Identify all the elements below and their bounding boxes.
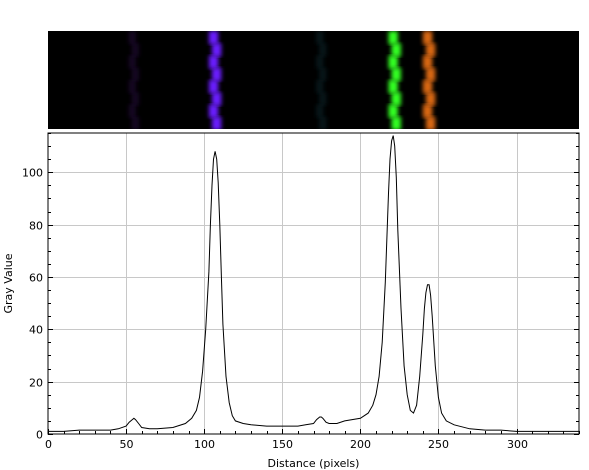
x-tick-label: 0 [45, 438, 52, 451]
y-tick-label: 100 [22, 167, 43, 180]
y-tick-label: 40 [29, 324, 43, 337]
spectrum-band [211, 43, 222, 57]
spectrum-band [316, 55, 324, 69]
spectrum-band [128, 55, 137, 69]
x-tick-label: 250 [428, 438, 449, 451]
series-line [48, 135, 579, 432]
y-tick-label: 60 [29, 272, 43, 285]
x-tick-label: 50 [120, 438, 134, 451]
spectrum-band [128, 31, 137, 45]
spectrum-strip [48, 31, 579, 129]
spectrum-band [319, 92, 327, 106]
spectrum-band [316, 31, 324, 45]
spectrum-band [391, 67, 401, 82]
spectrum-band [425, 92, 436, 106]
spectrum-band [131, 92, 140, 106]
spectrum-band [319, 43, 327, 57]
x-tick-label: 150 [272, 438, 293, 451]
spectrum-band [128, 80, 137, 94]
spectrum-band [316, 80, 324, 94]
y-axis-label: Gray Value [2, 253, 15, 313]
grid [48, 133, 579, 434]
spectrum-band [128, 104, 137, 118]
spectrum-band [425, 43, 436, 57]
spectrum-band [131, 43, 140, 57]
spectrum-band [316, 104, 324, 118]
y-tick-label: 0 [36, 429, 43, 442]
spectrum-band [211, 116, 222, 129]
spectrum-band [422, 55, 433, 69]
spectrum-band [422, 104, 433, 118]
spectrum-band [388, 80, 398, 94]
spectrum-band [319, 116, 327, 129]
spectrum-band [211, 67, 222, 82]
spectrum-band [388, 55, 398, 69]
y-tick-label: 80 [29, 220, 43, 233]
spectrum-band [391, 92, 401, 106]
y-tick-label: 20 [29, 377, 43, 390]
spectrum-band [208, 104, 219, 118]
ticks: 0 50 100 150 200 250 300 0 20 40 60 80 100 [22, 133, 580, 451]
spectrum-band [422, 80, 433, 94]
spectrum-image [128, 31, 436, 129]
spectrum-band [208, 55, 219, 69]
x-tick-label: 100 [194, 438, 215, 451]
spectrum-band [388, 104, 398, 118]
spectrum-band [391, 43, 401, 57]
spectrum-band [422, 31, 433, 45]
spectrum-band [208, 80, 219, 94]
x-tick-label: 200 [350, 438, 371, 451]
spectrum-band [425, 67, 436, 82]
spectrum-band [131, 116, 140, 129]
plot-frame [47, 132, 580, 435]
spectrum-band [425, 116, 436, 129]
spectrum-band [391, 116, 401, 129]
x-axis-label: Distance (pixels) [268, 457, 360, 470]
x-tick-label: 300 [507, 438, 528, 451]
spectrum-band [208, 31, 219, 45]
spectrum-band [388, 31, 398, 45]
spectrum-band [211, 92, 222, 106]
spectrum-band [131, 67, 140, 82]
spectrum-band [319, 67, 327, 82]
